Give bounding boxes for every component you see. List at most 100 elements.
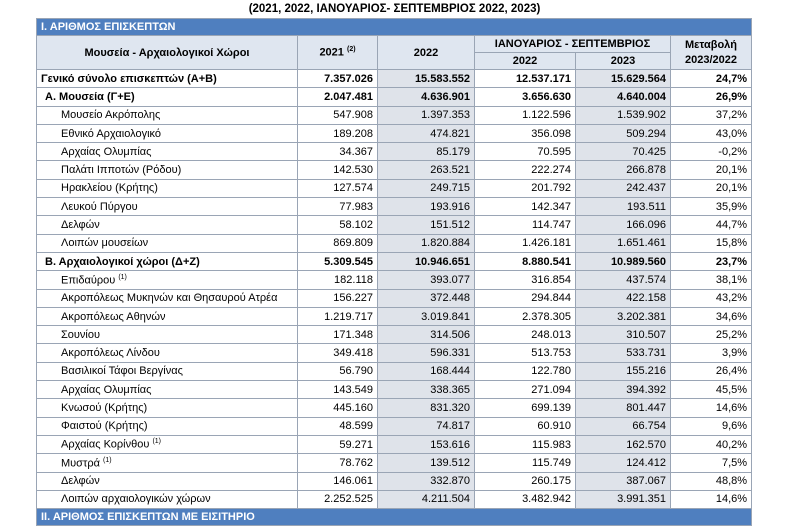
value-cell: 40,2% xyxy=(669,434,753,455)
value-cell: 387.067 xyxy=(575,471,671,491)
value-cell: 3.656.630 xyxy=(474,87,576,107)
value-cell: 14,6% xyxy=(669,489,753,510)
value-cell: 20,1% xyxy=(669,160,753,180)
value-cell: 26,9% xyxy=(669,87,753,107)
value-cell: 422.158 xyxy=(575,288,671,308)
data-row: Ακροπόλεως Μυκηνών και Θησαυρού Ατρέα 156… xyxy=(36,288,753,308)
value-cell: 316.854 xyxy=(474,270,576,290)
data-row: Εθνικό Αρχαιολογικό 189.208 474.821 356.098… xyxy=(36,123,753,144)
value-cell: 513.753 xyxy=(474,343,576,363)
value-cell: 8.880.541 xyxy=(474,251,576,272)
row-label: Γενικό σύνολο επισκεπτών (Α+Β) xyxy=(36,68,298,89)
value-cell: 4.211.504 xyxy=(377,489,475,510)
value-cell: 3.991.351 xyxy=(575,489,671,510)
value-cell: 143.549 xyxy=(297,380,378,400)
value-cell: 5.309.545 xyxy=(297,251,378,272)
value-cell: 1.539.902 xyxy=(575,105,671,125)
data-row: Αρχαίας Ολυμπίας 143.549 338.365 271.094 394… xyxy=(36,380,753,400)
value-cell: 3.482.942 xyxy=(474,489,576,510)
value-cell: 474.821 xyxy=(377,123,475,144)
value-cell: 124.412 xyxy=(575,453,671,473)
value-cell: 34,6% xyxy=(669,306,753,327)
value-cell: 139.512 xyxy=(377,453,475,473)
value-cell: 171.348 xyxy=(297,325,378,345)
row-label: Βασιλικοί Τάφοι Βεργίνας xyxy=(36,361,298,382)
value-cell: 193.916 xyxy=(377,197,475,217)
value-cell: 182.118 xyxy=(297,270,378,290)
value-cell: 151.512 xyxy=(377,215,475,235)
data-row: Ηρακλείου (Κρήτης) 127.574 249.715 201.792 2… xyxy=(36,178,753,199)
row-label: Λοιπών αρχαιολογικών χώρων xyxy=(36,489,298,510)
value-cell: 114.747 xyxy=(474,215,576,235)
header-year: 2021 xyxy=(319,46,344,59)
value-cell: 43,0% xyxy=(669,123,753,144)
header-change: Μεταβολή 2023/2022 xyxy=(669,35,753,70)
data-row: Επιδαύρου (1) 182.118 393.077 316.854 437.57… xyxy=(36,270,753,290)
value-cell: 869.809 xyxy=(297,233,378,253)
value-cell: 2.378.305 xyxy=(474,306,576,327)
visitors-table: Ι. ΑΡΙΘΜΟΣ ΕΠΙΣΚΕΠΤΩΝ Μουσεία - Αρχαιολογ… xyxy=(35,18,753,526)
value-cell: 1.397.353 xyxy=(377,105,475,125)
value-cell: 294.844 xyxy=(474,288,576,308)
row-label: Λευκού Πύργου xyxy=(36,197,298,217)
label-text: Λοιπών αρχαιολογικών χώρων xyxy=(61,493,211,506)
value-cell: 155.216 xyxy=(575,361,671,382)
value-cell: 7,5% xyxy=(669,453,753,473)
label-text: Κνωσού (Κρήτης) xyxy=(61,401,148,414)
value-cell: 15.629.564 xyxy=(575,68,671,89)
label-text: Αρχαίας Ολυμπίας xyxy=(61,383,152,396)
value-cell: 596.331 xyxy=(377,343,475,363)
data-row: Δελφών 58.102 151.512 114.747 166.096 44,7% xyxy=(36,215,753,235)
row-label: Α. Μουσεία (Γ+Ε) xyxy=(36,87,298,107)
value-cell: 3.019.841 xyxy=(377,306,475,327)
row-label: Επιδαύρου (1) xyxy=(36,270,298,290)
row-label: Δελφών xyxy=(36,215,298,235)
data-row: Φαιστού (Κρήτης) 48.599 74.817 60.910 66.754… xyxy=(36,416,753,436)
value-cell: 156.227 xyxy=(297,288,378,308)
header-period: ΙΑΝΟΥΑΡΙΟΣ - ΣΕΠΤΕΜΒΡΙΟΣ xyxy=(474,35,671,53)
section-row: ΙΙ. ΑΡΙΘΜΟΣ ΕΠΙΣΚΕΠΤΩΝ ΜΕ ΕΙΣΙΤΗΡΙΟ xyxy=(35,508,753,526)
value-cell: 20,1% xyxy=(669,178,753,199)
header-period-2022: 2022 xyxy=(474,52,576,70)
label-text: Ακροπόλεως Αθηνών xyxy=(61,310,166,323)
section-row: Ι. ΑΡΙΘΜΟΣ ΕΠΙΣΚΕΠΤΩΝ xyxy=(35,18,753,36)
value-cell: 12.537.171 xyxy=(474,68,576,89)
value-cell: 310.507 xyxy=(575,325,671,345)
value-cell: 1.651.461 xyxy=(575,233,671,253)
value-cell: 263.521 xyxy=(377,160,475,180)
value-cell: 45,5% xyxy=(669,380,753,400)
value-cell: 201.792 xyxy=(474,178,576,199)
label-text: Σουνίου xyxy=(61,328,101,341)
data-row: Α. Μουσεία (Γ+Ε) 2.047.481 4.636.901 3.656.… xyxy=(36,87,753,107)
header-period-2023: 2023 xyxy=(575,52,671,70)
row-label: Αρχαίας Ολυμπίας xyxy=(36,380,298,400)
header-row: 2022 2023 xyxy=(37,52,752,70)
data-row: Παλάτι Ιπποτών (Ρόδου) 142.530 263.521 222.… xyxy=(36,160,753,180)
data-row: Β. Αρχαιολογικοί χώροι (Δ+Ζ) 5.309.545 10.… xyxy=(36,251,753,272)
value-cell: 58.102 xyxy=(297,215,378,235)
value-cell: 338.365 xyxy=(377,380,475,400)
row-label: Εθνικό Αρχαιολογικό xyxy=(36,123,298,144)
value-cell: 142.347 xyxy=(474,197,576,217)
value-cell: 34.367 xyxy=(297,142,378,162)
value-cell: 10.989.560 xyxy=(575,251,671,272)
value-cell: 35,9% xyxy=(669,197,753,217)
value-cell: 4.636.901 xyxy=(377,87,475,107)
data-row: Βασιλικοί Τάφοι Βεργίνας 56.790 168.444 122… xyxy=(36,361,753,382)
row-label: Ακροπόλεως Αθηνών xyxy=(36,306,298,327)
value-cell: 66.754 xyxy=(575,416,671,436)
value-cell: 15,8% xyxy=(669,233,753,253)
data-row: Σουνίου 171.348 314.506 248.013 310.507 25,2% xyxy=(36,325,753,345)
row-label: Σουνίου xyxy=(36,325,298,345)
header-2021: 2021 (2) xyxy=(297,35,378,70)
value-cell: 349.418 xyxy=(297,343,378,363)
value-cell: 445.160 xyxy=(297,398,378,418)
value-cell: 162.570 xyxy=(575,434,671,455)
data-row: Δελφών 146.061 332.870 260.175 387.067 48,8% xyxy=(36,471,753,491)
value-cell: 10.946.651 xyxy=(377,251,475,272)
value-cell: 2.047.481 xyxy=(297,87,378,107)
value-cell: 7.357.026 xyxy=(297,68,378,89)
value-cell: 115.983 xyxy=(474,434,576,455)
value-cell: 70.595 xyxy=(474,142,576,162)
next-section-title: ΙΙ. ΑΡΙΘΜΟΣ ΕΠΙΣΚΕΠΤΩΝ ΜΕ ΕΙΣΙΤΗΡΙΟ xyxy=(35,508,753,526)
